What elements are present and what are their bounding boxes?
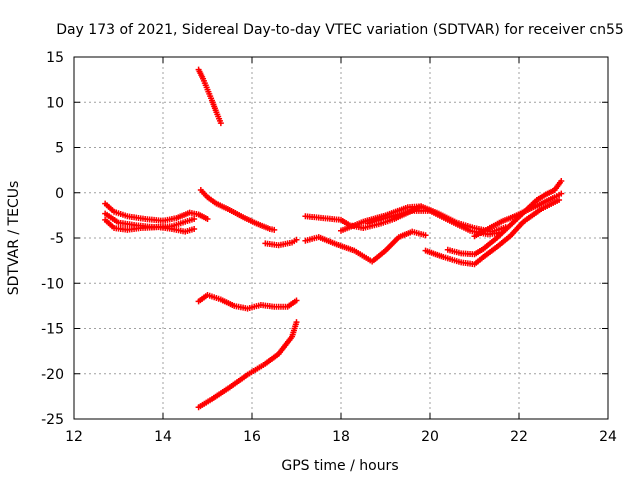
x-tick-label: 20	[421, 429, 439, 445]
y-tick-label: -10	[41, 276, 64, 292]
series-s15	[195, 319, 300, 411]
x-tick-label: 16	[243, 429, 261, 445]
y-tick-label: -20	[41, 367, 64, 383]
series-s4	[195, 66, 224, 127]
y-tick-label: 0	[55, 186, 64, 202]
series-s8	[302, 228, 429, 265]
y-tick-label: 5	[55, 141, 64, 157]
data-point	[217, 120, 224, 127]
data-point	[271, 226, 278, 233]
data-point	[422, 232, 429, 239]
y-tick-label: -25	[41, 412, 64, 428]
y-tick-label: -5	[50, 231, 64, 247]
series-s6	[262, 236, 300, 249]
series-s13	[471, 190, 565, 240]
axes	[73, 56, 609, 420]
grid-lines	[74, 57, 608, 419]
data-point	[191, 225, 198, 232]
chart-title: Day 173 of 2021, Sidereal Day-to-day VTE…	[56, 22, 624, 38]
data-point	[558, 177, 565, 184]
series-s14	[195, 292, 300, 312]
series-s10	[364, 207, 505, 238]
data-point	[191, 215, 198, 222]
data-point	[556, 196, 563, 203]
series-s11	[422, 196, 563, 268]
data-point	[204, 215, 211, 222]
data-point	[293, 236, 300, 243]
tick-labels: 12 14 16 18 20 22 24 15 10 5 0 -5 -10 -15 -20 -25	[41, 50, 617, 445]
series-s5	[197, 187, 278, 233]
plot-frame	[73, 56, 609, 420]
data-point	[293, 319, 300, 326]
x-tick-label: 18	[332, 429, 350, 445]
x-tick-label: 14	[154, 429, 172, 445]
x-tick-label: 12	[65, 429, 83, 445]
data-series	[102, 66, 565, 411]
y-axis-label: SDTVAR / TECUs	[6, 181, 22, 296]
data-point	[293, 297, 300, 304]
y-tick-label: -15	[41, 322, 64, 338]
x-tick-label: 22	[510, 429, 528, 445]
series-s1	[102, 200, 211, 224]
x-tick-label: 24	[599, 429, 617, 445]
x-axis-label: GPS time / hours	[281, 458, 398, 474]
data-point	[558, 190, 565, 197]
series-s3	[102, 216, 198, 235]
y-tick-label: 15	[46, 50, 64, 66]
y-tick-label: 10	[46, 95, 64, 111]
